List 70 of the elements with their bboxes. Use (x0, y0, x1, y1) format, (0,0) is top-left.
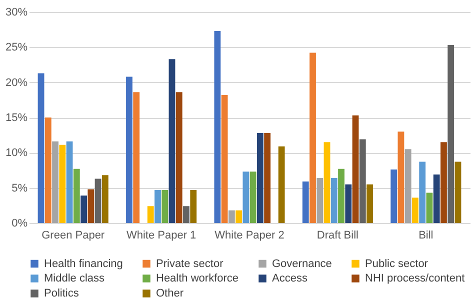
bar (242, 172, 250, 223)
y-tick-label: 20% (5, 76, 28, 89)
bar (52, 141, 58, 223)
bar (154, 190, 161, 223)
x-tick-label: Green Paper (42, 230, 105, 242)
bar (66, 141, 73, 223)
bar (73, 168, 80, 223)
bar (454, 162, 462, 223)
y-tick-label: 10% (5, 147, 28, 160)
bar (338, 168, 344, 223)
y-tick-label: 0% (12, 218, 28, 230)
bar (278, 146, 285, 223)
y-tick-label: 30% (5, 6, 28, 18)
bar (236, 210, 242, 223)
legend-label: Private sector (156, 258, 224, 270)
y-tick-label: 5% (12, 182, 28, 194)
bar (88, 189, 94, 223)
bar (176, 92, 182, 223)
y-tick-label: 15% (5, 112, 28, 124)
x-tick-label: White Paper 1 (126, 230, 196, 242)
bar (147, 206, 154, 223)
bar (214, 30, 221, 223)
bar (398, 132, 404, 223)
bar (183, 206, 190, 223)
bar (228, 210, 235, 223)
bar (94, 178, 102, 223)
bar (448, 45, 454, 223)
bar (44, 118, 52, 223)
bar (59, 144, 66, 223)
bar (316, 178, 324, 223)
x-tick-label: White Paper 2 (214, 230, 284, 242)
bar (80, 196, 87, 223)
legend-label: Politics (44, 288, 80, 300)
legend-label: Health financing (44, 258, 123, 270)
bar (302, 182, 309, 223)
bar (102, 175, 108, 223)
bar (133, 92, 140, 223)
x-tick-label: Draft Bill (316, 230, 358, 242)
bar (221, 94, 228, 223)
bar (126, 76, 132, 223)
legend-label: Access (272, 272, 308, 284)
bar (330, 178, 338, 223)
bar (352, 115, 359, 223)
y-tick-label: 25% (5, 42, 28, 54)
bar (419, 162, 426, 223)
bar (345, 184, 352, 223)
bar (190, 190, 197, 223)
legend-label: Governance (272, 258, 332, 270)
legend-label: NHI process/content (365, 272, 465, 284)
bar (412, 198, 418, 223)
bar (256, 132, 264, 223)
bar (324, 142, 330, 223)
bar (426, 192, 433, 223)
legend-label: Public sector (365, 258, 428, 270)
bar (38, 73, 44, 223)
bar (433, 174, 440, 223)
bar (310, 52, 316, 223)
bar (264, 132, 271, 223)
bar (366, 184, 373, 223)
legend-label: Other (156, 288, 184, 300)
legend-label: Health workforce (156, 272, 239, 284)
x-tick-label: Bill (418, 230, 434, 242)
bar (250, 172, 256, 223)
legend-label: Middle class (44, 272, 106, 284)
bar (359, 139, 366, 223)
bar (404, 149, 412, 223)
bar (162, 190, 168, 223)
bar (440, 142, 447, 223)
bar (390, 170, 398, 223)
bar (168, 59, 176, 223)
